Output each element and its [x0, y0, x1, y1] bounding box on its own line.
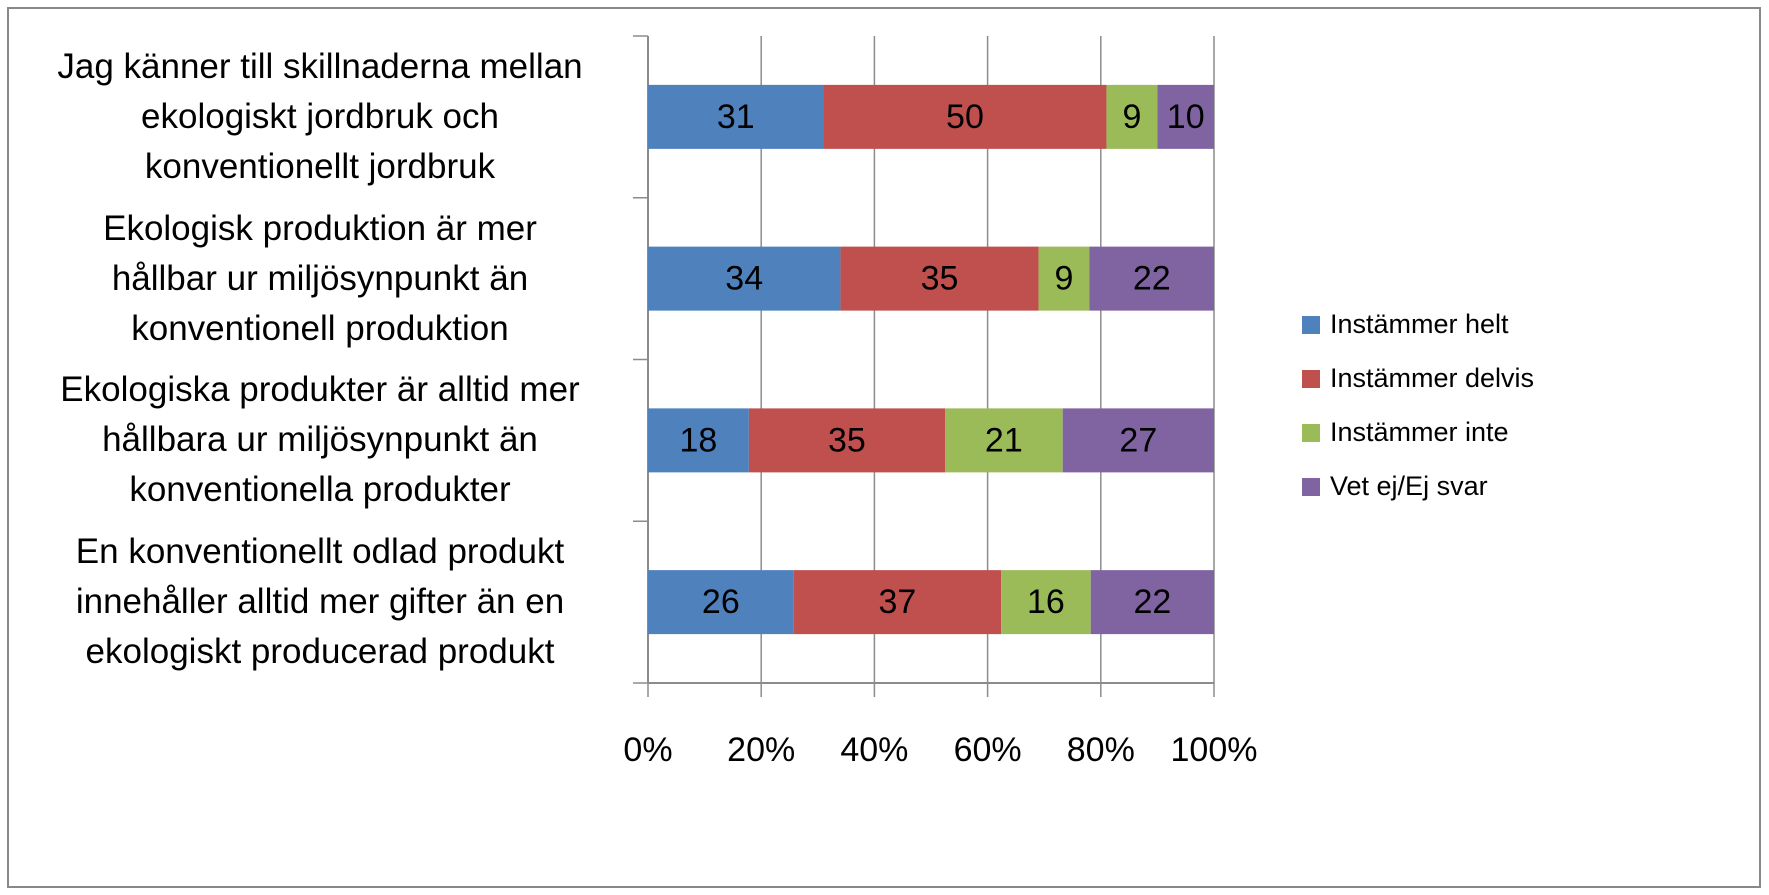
bar-segment — [1157, 84, 1214, 149]
y-tick-label: Jag känner till skillnaderna mellan ekol… — [57, 46, 583, 186]
x-tick-label: 60% — [954, 731, 1022, 769]
legend-label: Instämmer helt — [1330, 309, 1509, 339]
legend-swatch — [1302, 370, 1320, 388]
bar-segment — [648, 408, 749, 473]
data-label: 31 — [717, 98, 755, 136]
bar-segment — [1106, 84, 1158, 149]
data-label: 27 — [1119, 421, 1157, 459]
legend-swatch — [1302, 316, 1320, 334]
x-tick-label: 0% — [623, 731, 672, 769]
data-label: 35 — [828, 421, 866, 459]
x-tick-label: 40% — [840, 731, 908, 769]
bar-segment — [1001, 570, 1091, 635]
legend-label: Instämmer delvis — [1330, 363, 1534, 393]
data-label: 9 — [1055, 260, 1074, 298]
data-label: 21 — [985, 421, 1023, 459]
legend-label: Vet ej/Ej svar — [1330, 471, 1488, 501]
bar-segment — [748, 408, 946, 473]
data-label: 37 — [878, 583, 916, 621]
bar-segment — [840, 246, 1039, 311]
y-tick-label: En konventionellt odlad produkt innehåll… — [75, 532, 565, 672]
data-label: 16 — [1027, 583, 1065, 621]
x-tick-label: 20% — [727, 731, 795, 769]
y-tick-label: Ekologiska produkter är alltid mer hållb… — [60, 370, 580, 510]
data-label: 26 — [702, 583, 740, 621]
bar-segment — [823, 84, 1107, 149]
chart-border — [7, 7, 1761, 888]
bar-segment — [648, 246, 841, 311]
bar-segment — [1038, 246, 1090, 311]
y-tick-label: Ekologisk produktion är mer hållbar ur m… — [103, 208, 537, 348]
bar-segment — [648, 570, 794, 635]
bar-segment — [648, 84, 824, 149]
data-label: 10 — [1167, 98, 1205, 136]
bar-segment — [1062, 408, 1214, 473]
legend-swatch — [1302, 478, 1320, 496]
bar-segment — [793, 570, 1002, 635]
data-label: 22 — [1133, 260, 1171, 298]
x-tick-label: 100% — [1171, 731, 1258, 769]
data-label: 35 — [921, 260, 959, 298]
bar-segment — [945, 408, 1063, 473]
data-label: 50 — [946, 98, 984, 136]
data-label: 22 — [1133, 583, 1171, 621]
bar-segment — [1090, 570, 1214, 635]
x-tick-label: 80% — [1067, 731, 1135, 769]
legend-label: Instämmer inte — [1330, 417, 1509, 447]
data-label: 18 — [680, 421, 718, 459]
legend-swatch — [1302, 424, 1320, 442]
bar-segment — [1089, 246, 1214, 311]
data-label: 34 — [725, 260, 763, 298]
data-label: 9 — [1122, 98, 1141, 136]
